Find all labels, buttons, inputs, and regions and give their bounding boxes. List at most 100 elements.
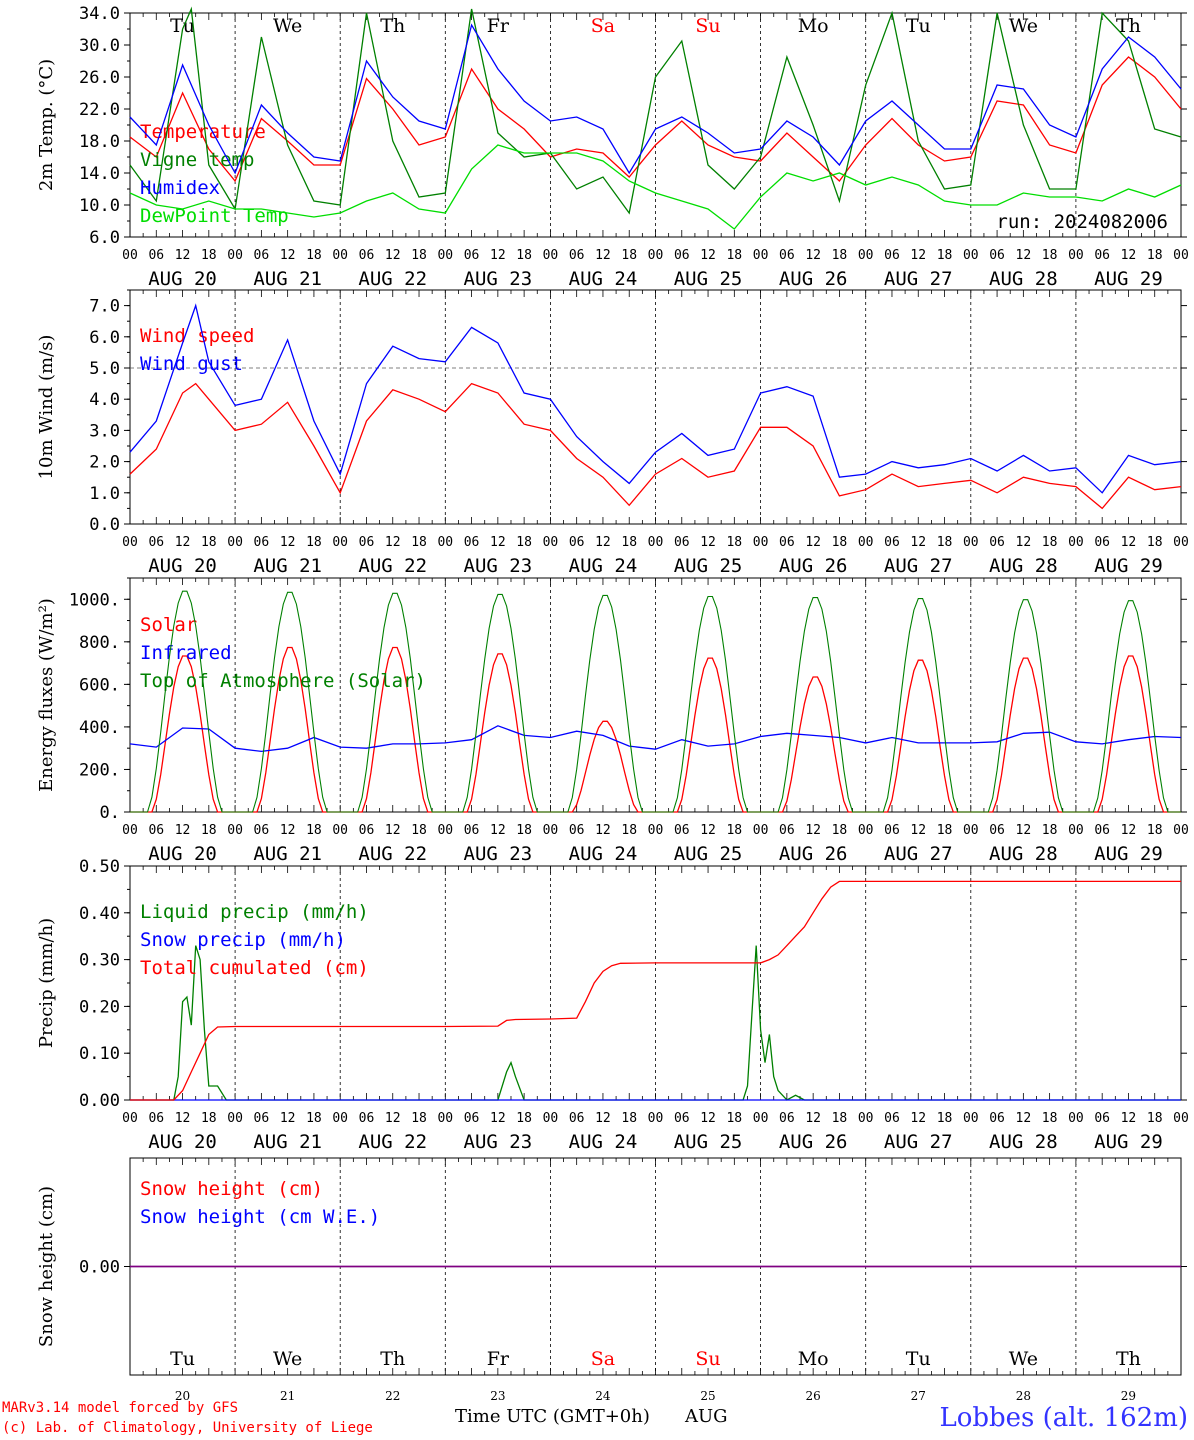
legend-entry: Wind gust (140, 353, 243, 375)
hour-tick-label: 12 (175, 823, 191, 838)
hour-tick-label: 18 (201, 823, 217, 838)
y-tick-label: 0.0 (89, 515, 120, 535)
date-label: AUG 27 (884, 268, 953, 290)
hour-tick-label: 00 (122, 1111, 138, 1126)
hour-tick-label: 00 (963, 248, 979, 263)
hour-tick-label: 06 (148, 248, 164, 263)
hour-tick-label: 06 (674, 1111, 690, 1126)
hour-tick-label: 00 (543, 535, 559, 550)
day-name-label: Th (1116, 1348, 1141, 1370)
hour-tick-label: 12 (910, 248, 926, 263)
hour-tick-label: 18 (516, 823, 532, 838)
series-line (445, 653, 551, 813)
hour-tick-label: 18 (306, 535, 322, 550)
series-temp-1 (129, 6, 1182, 215)
hour-tick-label: 18 (1042, 823, 1058, 838)
day-name-label: Th (380, 1348, 405, 1370)
series-line (970, 599, 1076, 813)
day-name-label: Tu (906, 15, 931, 37)
hour-tick-label: 06 (779, 248, 795, 263)
date-label: AUG 26 (779, 843, 848, 865)
hour-tick-label: 18 (937, 1111, 953, 1126)
series-temp-2 (129, 23, 1182, 175)
hour-tick-label: 06 (148, 535, 164, 550)
hour-tick-label: 18 (726, 248, 742, 263)
hour-tick-label: 00 (332, 823, 348, 838)
date-label: AUG 28 (989, 843, 1058, 865)
y-tick-label: 4.0 (89, 390, 120, 410)
series-temp-3 (129, 144, 1182, 230)
series-line (760, 597, 866, 813)
panel-wind: 0.0 1.0 2.0 3.0 4.0 5.0 6.0 7.0 10m Wind (m/s) 00… (36, 289, 1189, 577)
hour-tick-label: 12 (805, 1111, 821, 1126)
panel-flux: 0. 200. 400. 600. 800. 1000. Energy fluxes (W/… (36, 577, 1189, 865)
hour-tick-label: 12 (175, 535, 191, 550)
hour-tick-label: 06 (989, 535, 1005, 550)
y-tick-label: 0.00 (79, 1091, 120, 1111)
hour-tick-label: 06 (148, 823, 164, 838)
date-label: AUG 27 (884, 843, 953, 865)
hour-tick-label: 12 (385, 1111, 401, 1126)
hour-tick-label: 18 (1147, 535, 1163, 550)
y-tick-label: 6.0 (89, 328, 120, 348)
hour-tick-label: 06 (569, 1111, 585, 1126)
hour-tick-label: 00 (858, 535, 874, 550)
hour-tick-label: 00 (858, 823, 874, 838)
day-name-label: Sa (591, 15, 615, 37)
y-tick-label: 2.0 (89, 453, 120, 473)
day-name-label: We (273, 15, 302, 37)
hour-tick-label: 12 (280, 535, 296, 550)
hour-tick-label: 18 (937, 535, 953, 550)
series-line (550, 594, 656, 813)
hour-tick-label: 00 (332, 248, 348, 263)
date-label: AUG 26 (779, 268, 848, 290)
y-tick-label: 3.0 (89, 421, 120, 441)
day-name-label: Su (695, 1348, 720, 1370)
hour-tick-label: 18 (411, 1111, 427, 1126)
copyright-credit: (c) Lab. of Climatology, University of L… (2, 1420, 373, 1436)
panel-precip: 0.00 0.10 0.20 0.30 0.40 0.50 Precip (mm/h) 00 0… (36, 857, 1189, 1153)
day-number-label: 28 (1016, 1389, 1031, 1403)
date-label: AUG 25 (674, 843, 743, 865)
panel-temp: 6.0 10.0 14.0 18.0 22.0 26.0 30.0 34.0 2m Temp. … (36, 4, 1189, 290)
hour-tick-label: 06 (1094, 535, 1110, 550)
series-precip-2 (130, 880, 1181, 1101)
series-line (655, 595, 761, 813)
hour-tick-label: 06 (674, 535, 690, 550)
hour-tick-label: 18 (726, 535, 742, 550)
hour-tick-label: 06 (884, 248, 900, 263)
y-tick-label: 6.0 (89, 228, 120, 248)
hour-tick-label: 00 (648, 248, 664, 263)
hour-tick-label: 00 (1068, 535, 1084, 550)
y-tick-label: 400. (79, 718, 120, 738)
hour-tick-label: 06 (254, 248, 270, 263)
hour-tick-label: 18 (832, 1111, 848, 1126)
hour-tick-label: 06 (359, 1111, 375, 1126)
hour-tick-label: 18 (621, 248, 637, 263)
hour-tick-label: 00 (543, 1111, 559, 1126)
hour-tick-label: 06 (1094, 823, 1110, 838)
day-name-label: Mo (798, 1348, 829, 1370)
legend-entry: Total cumulated (cm) (140, 957, 369, 979)
date-label: AUG 27 (884, 1131, 953, 1153)
hour-tick-label: 00 (858, 1111, 874, 1126)
date-label: AUG 24 (569, 555, 638, 577)
date-label: AUG 29 (1094, 843, 1163, 865)
date-label: AUG 26 (779, 555, 848, 577)
legend-entry: Temperature (140, 121, 266, 143)
date-label: AUG 22 (358, 1131, 427, 1153)
hour-tick-label: 00 (648, 535, 664, 550)
series-line (129, 303, 1182, 494)
hour-tick-label: 00 (227, 823, 243, 838)
date-label: AUG 20 (148, 1131, 217, 1153)
date-label: AUG 22 (358, 268, 427, 290)
hour-tick-label: 18 (726, 1111, 742, 1126)
date-label: AUG 20 (148, 843, 217, 865)
hour-tick-label: 18 (937, 248, 953, 263)
hour-tick-label: 12 (595, 1111, 611, 1126)
hour-tick-label: 12 (805, 823, 821, 838)
series-flux-2 (130, 590, 1181, 813)
hour-tick-label: 06 (464, 823, 480, 838)
hour-tick-label: 00 (1173, 535, 1189, 550)
legend-entry: Top of Atmosphere (Solar) (140, 670, 426, 692)
